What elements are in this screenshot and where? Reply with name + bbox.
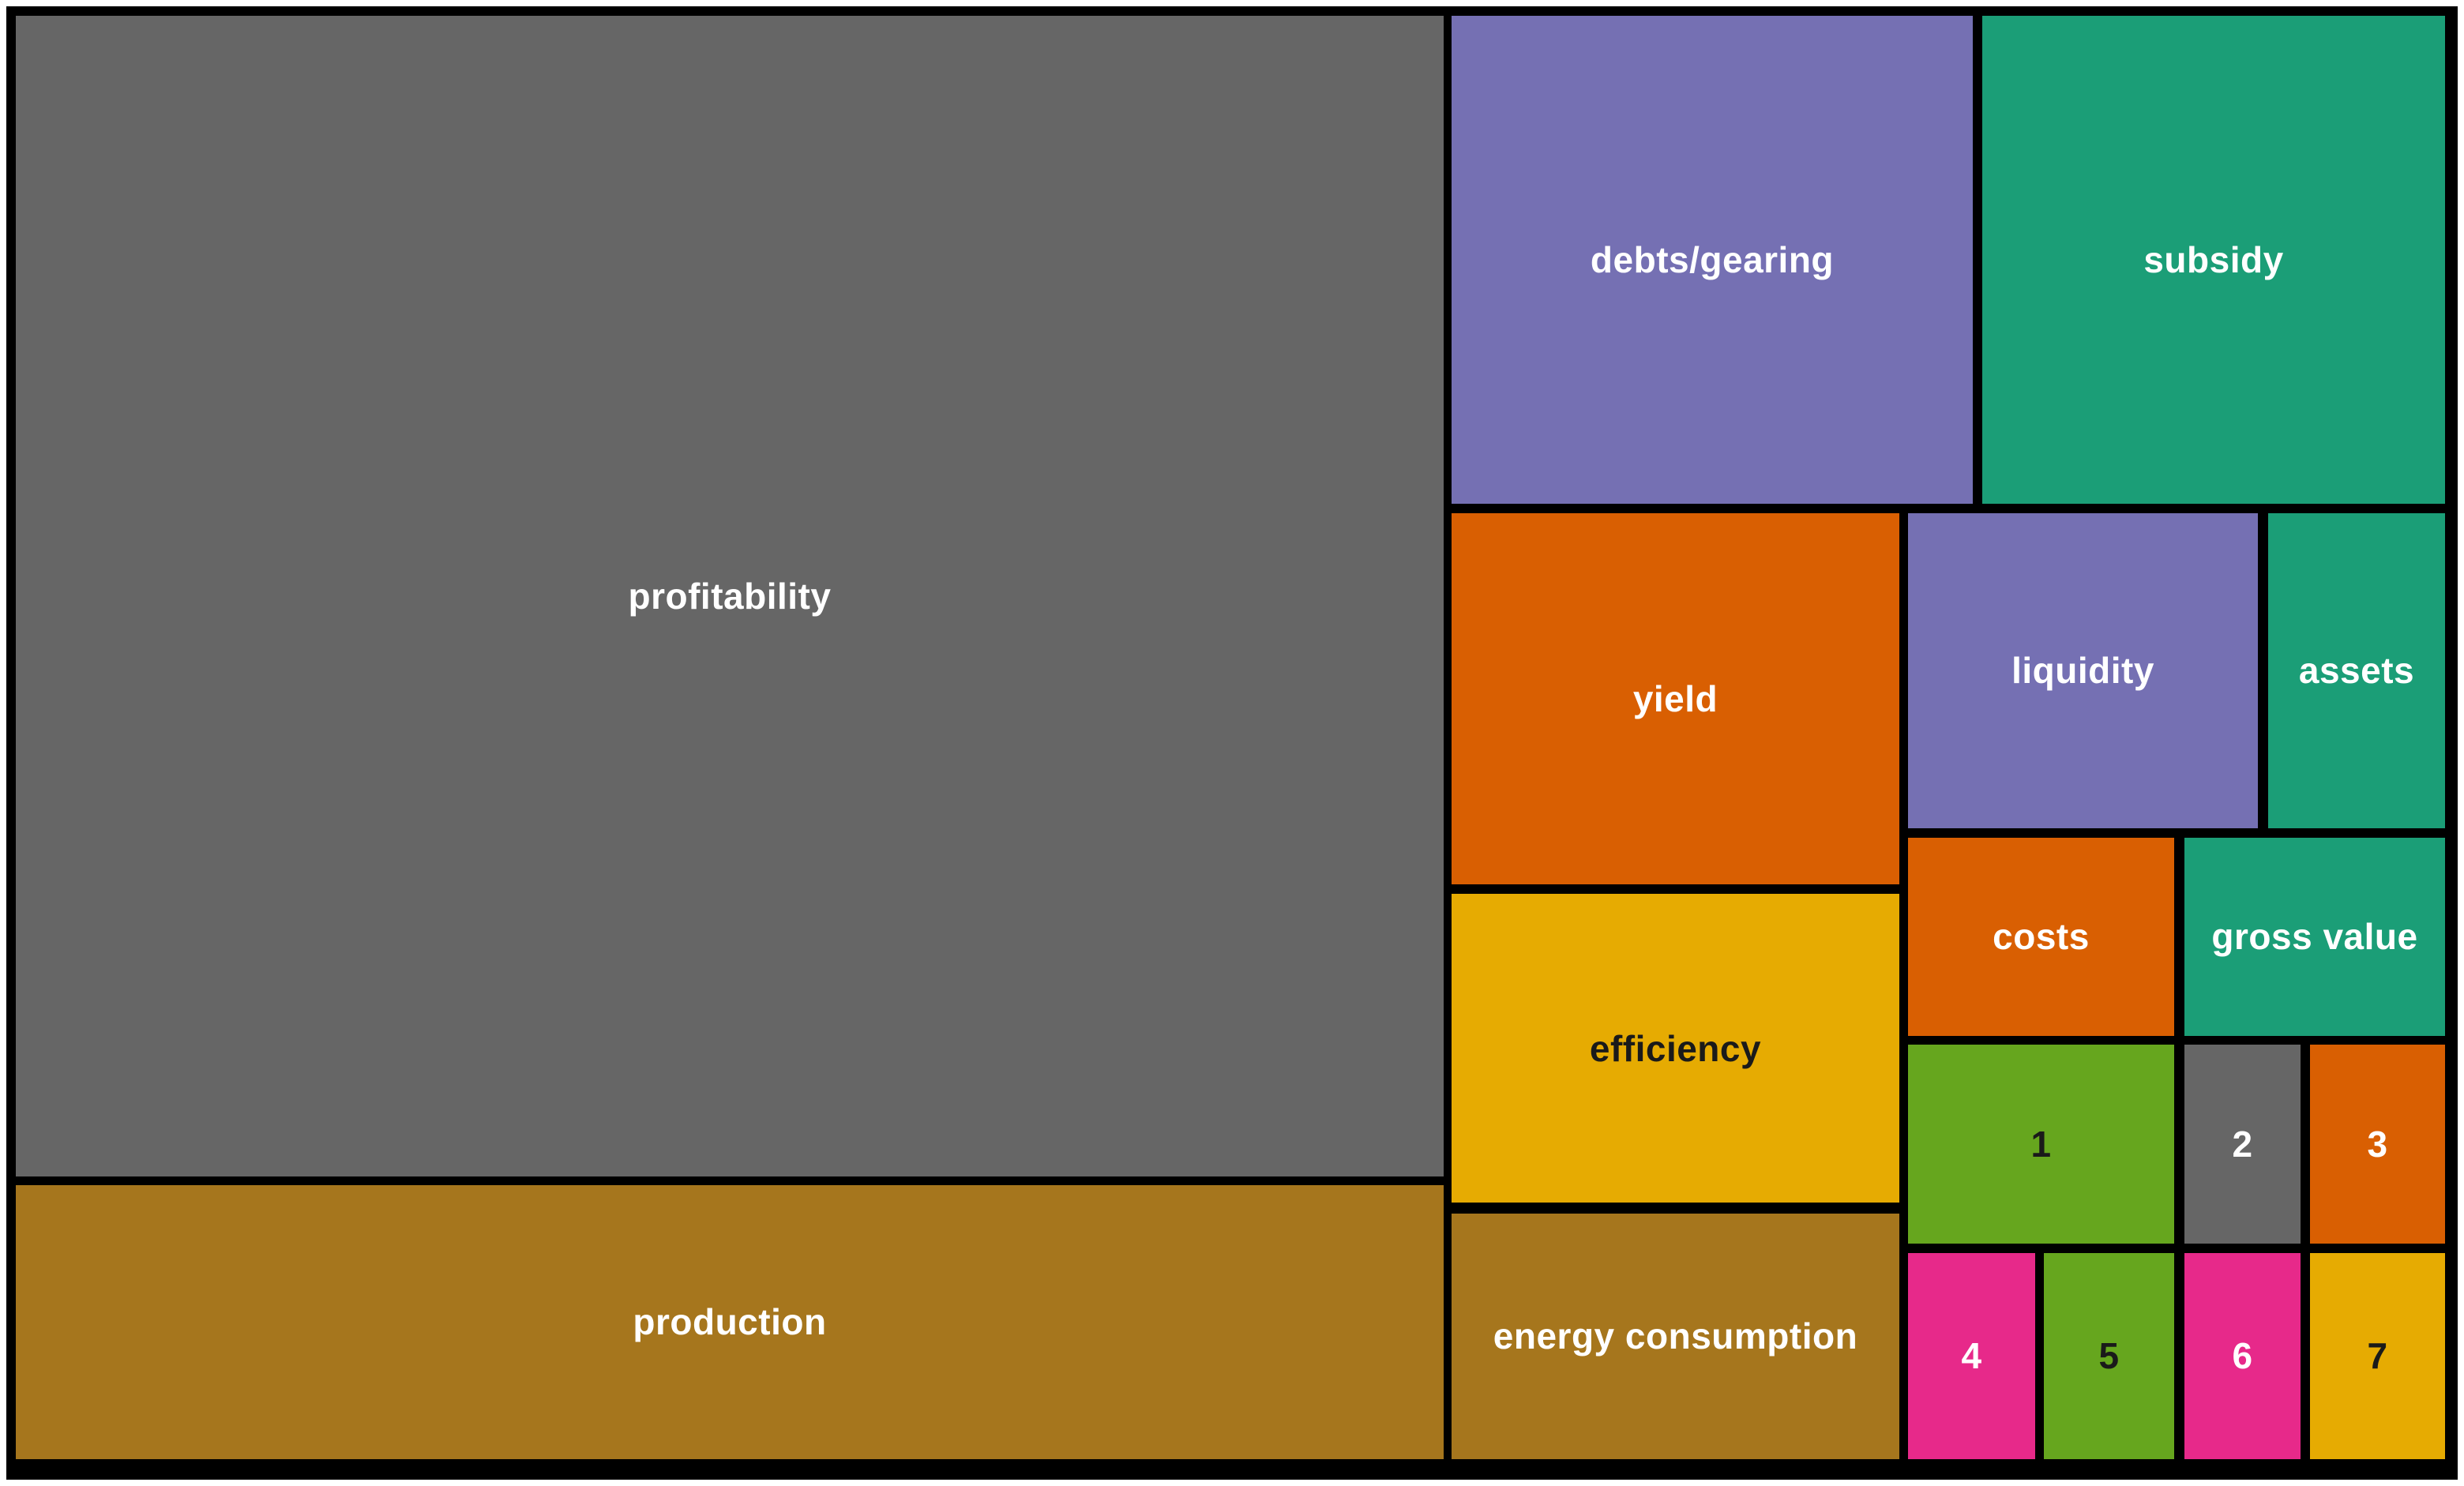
treemap-tile-profitability: profitability (15, 16, 1444, 1176)
tile-label-4: 4 (1961, 1335, 1982, 1377)
tile-label-assets: assets (2298, 650, 2415, 692)
tile-label-profitability: profitability (628, 575, 832, 617)
tile-label-3: 3 (2367, 1123, 2388, 1165)
treemap-tile-liquidity: liquidity (1908, 512, 2258, 828)
tile-label-5: 5 (2098, 1335, 2120, 1377)
treemap-tile-subsidy: subsidy (1982, 16, 2445, 504)
treemap-tile-7: 7 (2310, 1252, 2445, 1459)
treemap-tile-6: 6 (2184, 1252, 2301, 1459)
tile-label-1: 1 (2030, 1123, 2052, 1165)
treemap-tile-costs: costs (1908, 837, 2174, 1036)
tile-label-liquidity: liquidity (2011, 650, 2154, 692)
treemap-tile-production: production (15, 1184, 1444, 1459)
tile-label-efficiency: efficiency (1589, 1027, 1762, 1069)
tile-label-subsidy: subsidy (2143, 238, 2284, 280)
tile-label-7: 7 (2367, 1335, 2388, 1377)
treemap-tile-4: 4 (1908, 1252, 2035, 1459)
treemap-tile-yield: yield (1451, 512, 1899, 884)
tile-label-gross-value: gross value (2211, 916, 2418, 958)
tile-label-production: production (633, 1301, 827, 1343)
tile-label-energy-consumption: energy consumption (1493, 1315, 1858, 1357)
treemap-tile-assets: assets (2267, 512, 2445, 828)
tile-label-debts-gearing: debts/gearing (1590, 238, 1835, 280)
treemap-tile-5: 5 (2044, 1252, 2174, 1459)
tile-label-6: 6 (2232, 1335, 2253, 1377)
tile-label-yield: yield (1632, 677, 1718, 719)
tile-label-2: 2 (2232, 1123, 2253, 1165)
treemap-tile-2: 2 (2184, 1044, 2301, 1244)
treemap-tile-energy-consumption: energy consumption (1451, 1213, 1899, 1459)
treemap-tile-1: 1 (1908, 1044, 2174, 1244)
treemap-tile-efficiency: efficiency (1451, 894, 1899, 1203)
treemap-tile-debts-gearing: debts/gearing (1451, 16, 1973, 504)
treemap-tile-gross-value: gross value (2184, 837, 2445, 1036)
tile-label-costs: costs (1993, 916, 2090, 958)
treemap-tile-3: 3 (2310, 1044, 2445, 1244)
